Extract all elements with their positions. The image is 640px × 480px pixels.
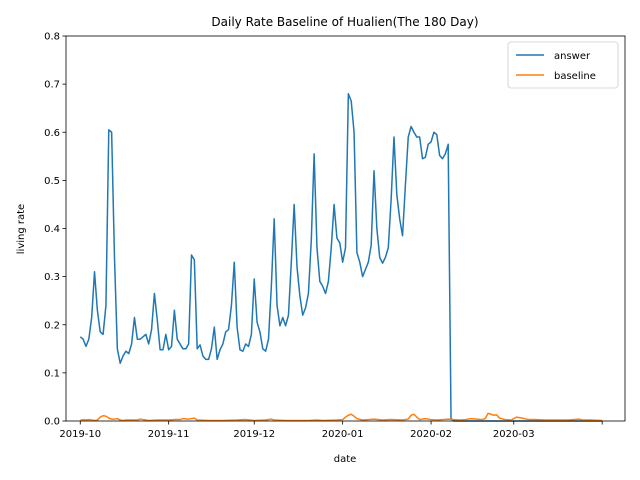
x-tick-label: 2020-03 [493, 429, 535, 440]
legend-box [507, 41, 619, 89]
y-tick-label: 0.1 [44, 368, 60, 379]
legend-label-answer: answer [554, 51, 591, 62]
x-tick-label: 2019-10 [59, 429, 101, 440]
legend: answer baseline [507, 41, 619, 89]
y-tick-label: 0.3 [44, 272, 60, 283]
y-tick-label: 0.7 [44, 80, 60, 91]
x-tick-label: 2019-11 [148, 429, 190, 440]
legend-label-baseline: baseline [554, 71, 596, 82]
chart-title: Daily Rate Baseline of Hualien(The 180 D… [211, 15, 478, 29]
x-axis-label: date [334, 454, 357, 465]
x-tick-label: 2019-12 [233, 429, 275, 440]
y-tick-label: 0.8 [44, 32, 60, 43]
y-tick-label: 0.5 [44, 176, 60, 187]
x-tick-label: 2020-01 [322, 429, 364, 440]
series-line-baseline [80, 412, 603, 422]
x-axis: 2019-10 2019-11 2019-12 2020-01 2020-02 2020-… [59, 421, 603, 440]
y-tick-label: 0.2 [44, 320, 60, 331]
y-axis: 0.0 0.1 0.2 0.3 0.4 0.5 0.6 0.7 0.8 [44, 32, 66, 428]
y-tick-label: 0.6 [44, 128, 60, 139]
y-tick-label: 0.0 [44, 417, 60, 428]
y-axis-label: living rate [16, 204, 27, 254]
x-tick-label: 2020-02 [410, 429, 452, 440]
y-tick-label: 0.4 [44, 224, 60, 235]
series-line-answer [79, 93, 603, 422]
